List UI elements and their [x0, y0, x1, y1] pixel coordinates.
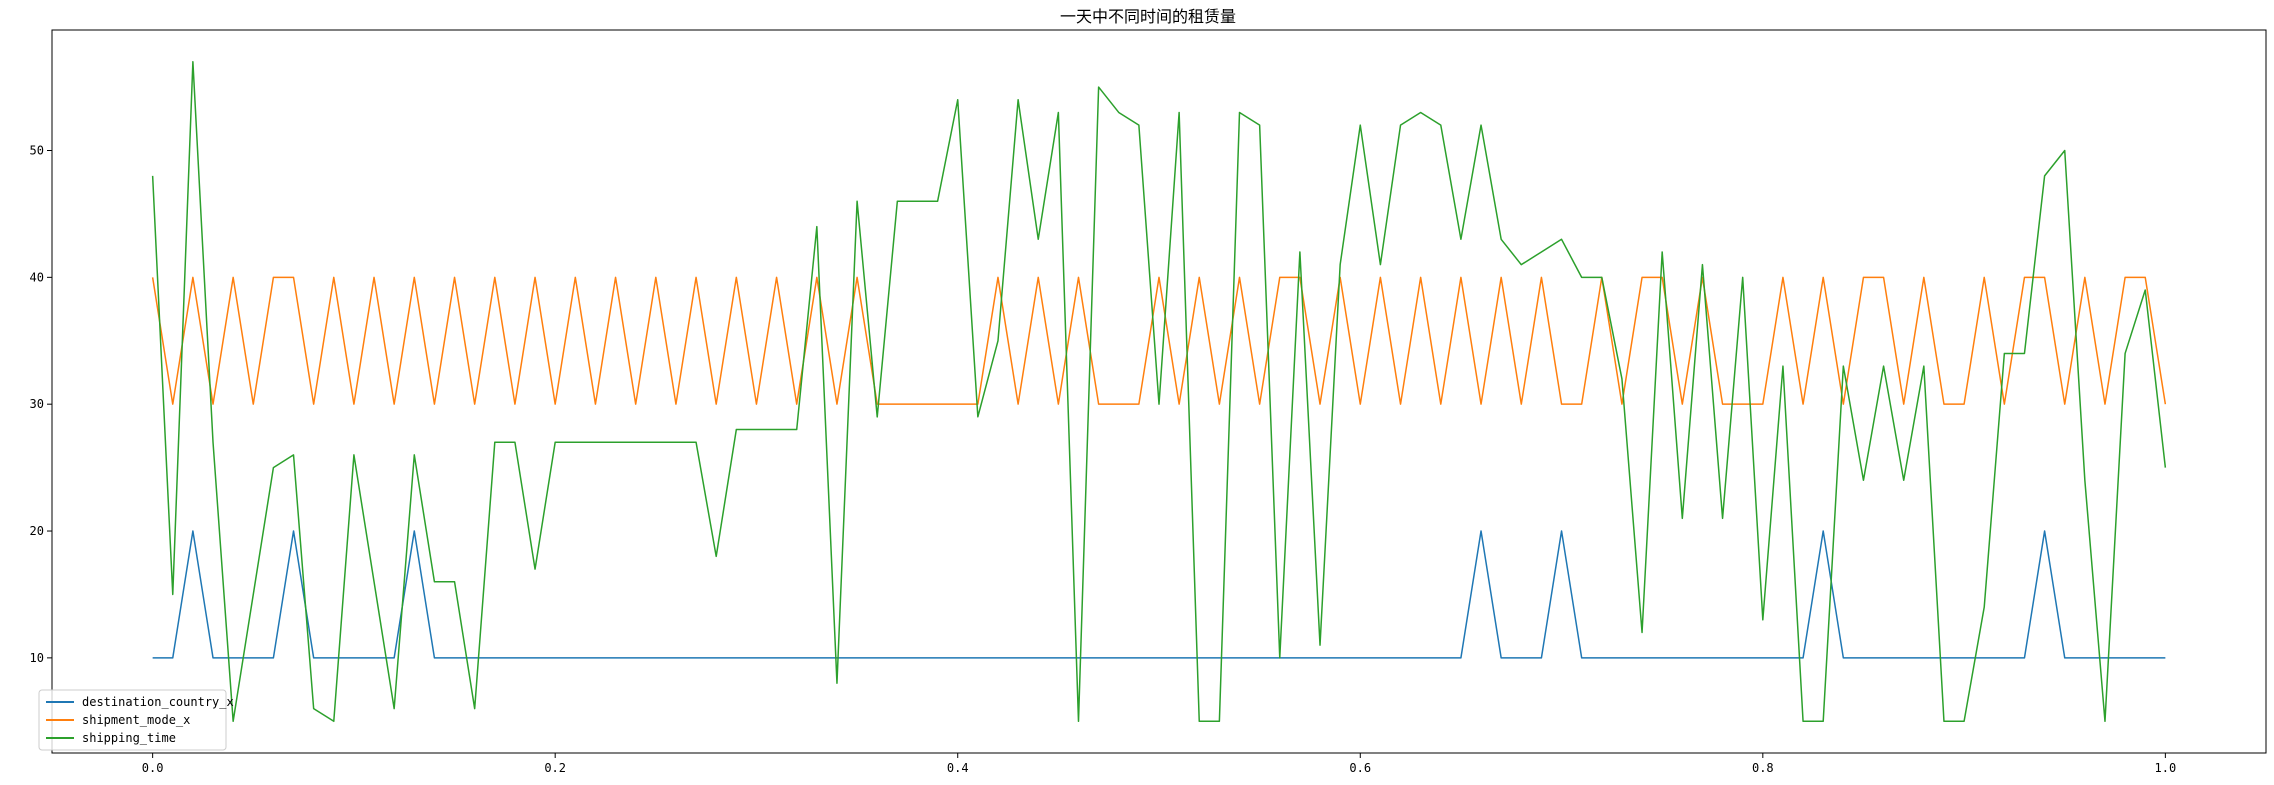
x-tick-label: 0.2 — [544, 761, 566, 775]
x-axis-ticks: 0.0 0.2 0.4 0.6 0.8 1.0 — [142, 753, 2176, 775]
axes-frame — [51, 29, 2267, 754]
chart-title: 一天中不同时间的租赁量 — [1060, 7, 1236, 26]
y-tick-label: 50 — [30, 144, 44, 158]
x-tick-label: 0.0 — [142, 761, 164, 775]
legend-box — [38, 689, 227, 751]
legend: destination_country_x shipment_mode_xship… — [38, 689, 234, 751]
x-tick-label: 0.6 — [1349, 761, 1371, 775]
series-line-destination-country-x — [152, 530, 2166, 659]
legend-label: shipment_mode_x — [82, 713, 190, 727]
y-axis-ticks: 10 20 30 40 50 — [30, 144, 52, 665]
y-tick-label: 10 — [30, 651, 44, 665]
y-tick-label: 30 — [30, 397, 44, 411]
legend-label: destination_country_x — [82, 695, 234, 709]
y-tick-label: 40 — [30, 270, 44, 284]
series-layer — [151, 60, 2167, 723]
x-tick-label: 0.8 — [1752, 761, 1774, 775]
y-tick-label: 20 — [30, 524, 44, 538]
series-line-shipment-mode-x — [151, 276, 2167, 405]
series-line-shipping-time — [151, 60, 2167, 723]
plot-area — [51, 29, 2267, 754]
x-tick-label: 1.0 — [2155, 761, 2177, 775]
legend-label: shipping_time — [82, 731, 176, 745]
x-tick-label: 0.4 — [947, 761, 969, 775]
